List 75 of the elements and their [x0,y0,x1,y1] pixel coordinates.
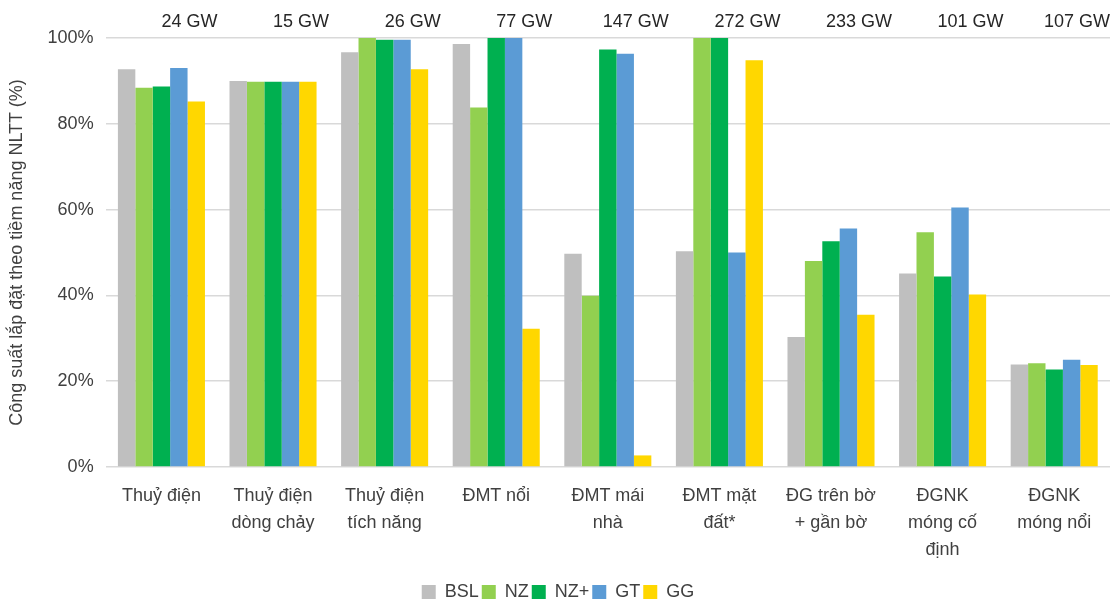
y-tick-label: 20% [57,370,94,391]
text: 24 GW [161,10,218,31]
bar [187,101,205,467]
bar [899,273,917,467]
legend-label: GT [615,580,641,601]
y-axis-title: Công suất lắp đặt theo tiềm năng NLTT (%) [4,79,26,426]
bar [504,38,523,467]
text: 233 GW [825,10,893,31]
bar [522,328,540,467]
x-tick-label: ĐMT mặt đất* [682,485,757,533]
bar [1062,359,1081,467]
bar [787,337,805,467]
bar [410,69,429,467]
bar [916,232,934,467]
bar [693,38,711,467]
bar [170,68,188,467]
y-tick-label: 0% [67,455,94,476]
x-tick-label: ĐGNK móng cố định [908,485,978,560]
bar [564,253,582,467]
x-tick-label: Thuỷ điện dòng chảy [231,485,315,533]
bar [229,80,247,467]
y-tick-label: 80% [57,112,94,133]
text: 15 GW [273,10,330,31]
legend-label: GG [666,580,695,601]
text: 26 GW [384,10,441,31]
bar [951,207,969,467]
bar [264,81,282,467]
legend-label: BSL [444,580,479,601]
text: 101 GW [937,10,1004,31]
bar [341,52,359,467]
bar [839,228,858,467]
y-tick-label: 60% [57,198,94,219]
bar [1080,364,1098,467]
bar [822,241,840,467]
bar [728,252,746,467]
bar [487,38,505,467]
x-tick-label: ĐG trên bờ + gần bờ [786,485,877,533]
bar [135,87,153,467]
bar [375,39,394,467]
bar [933,276,952,467]
x-tick-label: ĐMT mái nhà [571,485,645,533]
bar [358,38,376,467]
bar [117,69,136,467]
bar [152,86,171,467]
bar [281,81,300,467]
bar [1028,363,1046,467]
bar [616,53,634,467]
bar [1010,364,1029,467]
text: 107 GW [1043,10,1111,31]
bar [1045,369,1063,467]
x-tick-label: ĐMT nổi [462,485,531,506]
bar [393,39,411,467]
bar [804,261,823,467]
x-tick-label: ĐGNK móng nổi [1017,485,1092,533]
legend-label: NZ+ [554,580,590,601]
bar [633,455,652,467]
bar [452,44,471,467]
text: 77 GW [496,10,553,31]
bar [857,314,875,467]
x-tick-label: Thuỷ điện tích năng [345,485,425,533]
bar [599,49,617,467]
bar [581,295,600,467]
text: 147 GW [602,10,669,31]
bar [299,81,317,467]
bar [745,60,763,467]
y-tick-label: 40% [57,284,94,305]
bar [246,81,265,467]
bar [470,107,488,467]
legend-label: NZ [504,580,529,601]
bar [675,251,694,467]
x-tick-label: Thuỷ điện [121,485,201,506]
bar [968,294,987,467]
text: 272 GW [714,10,781,31]
y-tick-label: 100% [47,26,94,47]
bar [710,38,729,467]
